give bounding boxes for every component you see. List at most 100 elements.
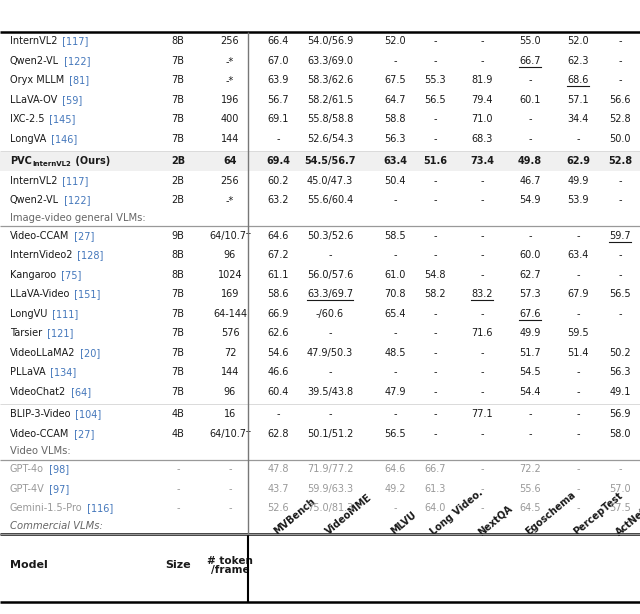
Text: BLIP-3-Video: BLIP-3-Video bbox=[10, 410, 70, 419]
Text: [81]: [81] bbox=[66, 76, 89, 85]
Text: 67.0: 67.0 bbox=[268, 56, 289, 66]
Text: -: - bbox=[328, 367, 332, 377]
Text: -: - bbox=[328, 410, 332, 419]
Text: 62.7: 62.7 bbox=[519, 270, 541, 280]
Text: 55.3: 55.3 bbox=[424, 76, 446, 85]
Text: -: - bbox=[433, 134, 436, 144]
Text: -: - bbox=[618, 195, 621, 205]
Text: -: - bbox=[328, 251, 332, 260]
Text: 51.6: 51.6 bbox=[423, 156, 447, 166]
Text: 67.5: 67.5 bbox=[384, 76, 406, 85]
Text: 34.4: 34.4 bbox=[567, 114, 589, 124]
Text: 50.1/51.2: 50.1/51.2 bbox=[307, 429, 353, 439]
Text: -: - bbox=[480, 270, 484, 280]
Text: (Ours): (Ours) bbox=[72, 156, 110, 166]
Text: -: - bbox=[433, 348, 436, 358]
Text: -: - bbox=[176, 484, 180, 494]
Text: 73.4: 73.4 bbox=[470, 156, 494, 166]
Text: 8B: 8B bbox=[172, 251, 184, 260]
Text: Image-video general VLMs:: Image-video general VLMs: bbox=[10, 213, 146, 223]
Text: [122]: [122] bbox=[61, 195, 90, 205]
Text: 8B: 8B bbox=[172, 270, 184, 280]
Text: -: - bbox=[433, 410, 436, 419]
Text: InternVL2: InternVL2 bbox=[33, 161, 71, 167]
Text: 63.9: 63.9 bbox=[268, 76, 289, 85]
Text: 52.8: 52.8 bbox=[609, 114, 631, 124]
Text: 64/10.7†: 64/10.7† bbox=[209, 231, 251, 241]
Text: 54.8: 54.8 bbox=[424, 270, 445, 280]
Text: 47.9: 47.9 bbox=[384, 387, 406, 397]
Text: -: - bbox=[528, 410, 532, 419]
Text: 7B: 7B bbox=[172, 348, 184, 358]
Text: 39.5/43.8: 39.5/43.8 bbox=[307, 387, 353, 397]
Text: -: - bbox=[618, 309, 621, 319]
Text: 58.6: 58.6 bbox=[268, 289, 289, 299]
Text: -: - bbox=[393, 195, 397, 205]
Text: -: - bbox=[618, 56, 621, 66]
Text: # token: # token bbox=[207, 556, 253, 565]
Text: 83.2: 83.2 bbox=[471, 289, 493, 299]
Text: -: - bbox=[576, 309, 580, 319]
Text: 62.8: 62.8 bbox=[268, 429, 289, 439]
Text: 2B: 2B bbox=[172, 195, 184, 205]
Text: 52.6/54.3: 52.6/54.3 bbox=[307, 134, 353, 144]
Text: ActNet-QA: ActNet-QA bbox=[614, 492, 640, 537]
Text: 54.5/56.7: 54.5/56.7 bbox=[304, 156, 356, 166]
Text: -: - bbox=[576, 270, 580, 280]
Text: 48.5: 48.5 bbox=[384, 348, 406, 358]
Text: 64.5: 64.5 bbox=[519, 503, 541, 513]
Text: -: - bbox=[576, 134, 580, 144]
Text: 7B: 7B bbox=[172, 289, 184, 299]
Text: 47.9/50.3: 47.9/50.3 bbox=[307, 348, 353, 358]
Text: -: - bbox=[176, 503, 180, 513]
Text: 7B: 7B bbox=[172, 56, 184, 66]
Text: 47.8: 47.8 bbox=[268, 464, 289, 474]
Text: 43.7: 43.7 bbox=[268, 484, 289, 494]
Text: Tarsier: Tarsier bbox=[10, 328, 42, 338]
Text: -: - bbox=[276, 134, 280, 144]
Bar bbox=[0, 152, 640, 171]
Text: 72.2: 72.2 bbox=[519, 464, 541, 474]
Text: 46.6: 46.6 bbox=[268, 367, 289, 377]
Text: 400: 400 bbox=[221, 114, 239, 124]
Text: -: - bbox=[433, 429, 436, 439]
Text: 68.3: 68.3 bbox=[471, 134, 493, 144]
Text: -: - bbox=[433, 367, 436, 377]
Text: 7B: 7B bbox=[172, 309, 184, 319]
Text: -: - bbox=[528, 76, 532, 85]
Text: [116]: [116] bbox=[84, 503, 113, 513]
Text: -: - bbox=[480, 176, 484, 186]
Text: PLLaVA: PLLaVA bbox=[10, 367, 45, 377]
Text: 49.8: 49.8 bbox=[518, 156, 542, 166]
Text: 51.4: 51.4 bbox=[567, 348, 589, 358]
Text: 59.7: 59.7 bbox=[609, 231, 631, 241]
Text: -: - bbox=[576, 464, 580, 474]
Text: 49.1: 49.1 bbox=[609, 387, 630, 397]
Text: -: - bbox=[228, 464, 232, 474]
Text: -: - bbox=[576, 429, 580, 439]
Text: 7B: 7B bbox=[172, 134, 184, 144]
Text: 72: 72 bbox=[224, 348, 236, 358]
Text: 71.6: 71.6 bbox=[471, 328, 493, 338]
Text: 70.8: 70.8 bbox=[384, 289, 406, 299]
Text: Long Video.: Long Video. bbox=[429, 488, 485, 537]
Text: -: - bbox=[480, 231, 484, 241]
Text: -: - bbox=[393, 328, 397, 338]
Text: GPT-4V: GPT-4V bbox=[10, 484, 45, 494]
Text: -: - bbox=[480, 484, 484, 494]
Text: 67.9: 67.9 bbox=[567, 289, 589, 299]
Text: 196: 196 bbox=[221, 95, 239, 105]
Text: [134]: [134] bbox=[47, 367, 76, 377]
Text: /frame: /frame bbox=[211, 565, 250, 575]
Text: InternVL2: InternVL2 bbox=[10, 176, 58, 186]
Text: -: - bbox=[576, 231, 580, 241]
Text: 2B: 2B bbox=[172, 176, 184, 186]
Text: 60.2: 60.2 bbox=[268, 176, 289, 186]
Text: 55.6/60.4: 55.6/60.4 bbox=[307, 195, 353, 205]
Text: 576: 576 bbox=[221, 328, 239, 338]
Text: 144: 144 bbox=[221, 134, 239, 144]
Text: 57.3: 57.3 bbox=[519, 289, 541, 299]
Text: [20]: [20] bbox=[77, 348, 100, 358]
Text: VideoMME: VideoMME bbox=[324, 492, 374, 537]
Text: -: - bbox=[433, 309, 436, 319]
